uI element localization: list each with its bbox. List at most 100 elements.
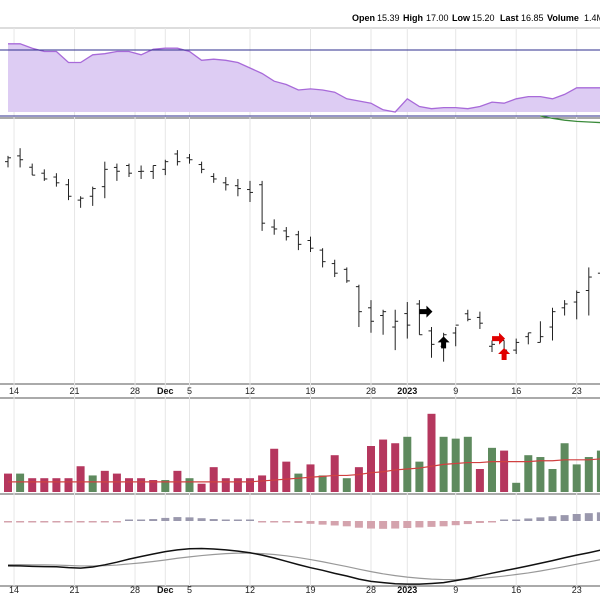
signal-markers (419, 305, 511, 360)
volume-bar-1 (16, 473, 25, 492)
macd-hist-bar-12 (149, 519, 158, 521)
macd-hist-bar-23 (282, 521, 291, 523)
macd-hist-bar-26 (318, 521, 327, 525)
panel-frames (0, 27, 600, 587)
ohlc-bar-34 (416, 300, 423, 336)
volume-bar-37 (451, 438, 460, 492)
volume-bar-39 (475, 469, 484, 492)
volume-bar-25 (306, 464, 315, 492)
volume-bar-27 (330, 455, 339, 492)
high-label: High (403, 13, 423, 23)
ohlc-bar-14 (174, 150, 181, 166)
x-axis-labels: 14 21 28 Dec 5 12 19 28 2023 9 16 23 14 21 28 Dec 5 12 19 2… (9, 386, 582, 595)
x-tick-label-0-0: 14 (9, 386, 19, 396)
volume-bar-35 (427, 413, 436, 492)
macd-panel (4, 512, 600, 585)
ohlc-bar-8 (101, 161, 108, 199)
x-tick-label-1-10: 16 (511, 585, 521, 595)
x-tick-label-1-9: 9 (453, 585, 458, 595)
macd-hist-bar-42 (512, 519, 521, 521)
macd-hist-bar-48 (584, 513, 593, 521)
ohlc-bar-13 (162, 159, 169, 176)
ohlc-bar-7 (89, 186, 96, 206)
macd-hist-bar-32 (391, 521, 400, 529)
volume-value: 1.4M (584, 13, 600, 23)
volume-bar-47 (572, 464, 581, 492)
ohlc-bar-26 (319, 248, 326, 268)
x-tick-label-1-0: 14 (9, 585, 19, 595)
volume-bar-30 (367, 446, 375, 492)
volume-bar-33 (403, 436, 412, 492)
volume-label: Volume (547, 13, 579, 23)
low-label: Low (452, 13, 471, 23)
volume-bar-22 (270, 448, 279, 492)
open-label: Open (352, 13, 375, 23)
macd-hist-bar-29 (354, 521, 363, 528)
volume-bar-44 (536, 457, 545, 492)
volume-bar-40 (488, 447, 496, 492)
ohlc-bar-5 (65, 178, 72, 201)
ohlc-bar-23 (283, 227, 290, 241)
volume-bar-15 (185, 478, 194, 492)
signal-line (8, 552, 600, 581)
ohlc-bar-38 (464, 309, 471, 322)
macd-hist-bar-21 (258, 521, 267, 523)
ohlc-bar-35 (428, 327, 435, 358)
macd-hist-bar-5 (64, 521, 73, 523)
macd-hist-bar-49 (596, 512, 600, 521)
up-arrow-marker-3 (498, 347, 511, 360)
macd-hist-bar-46 (560, 515, 569, 521)
ohlc-bar-6 (77, 196, 84, 208)
macd-hist-bar-4 (52, 521, 61, 523)
ohlc-bar-42 (513, 338, 520, 354)
volume-bar-5 (64, 478, 73, 492)
ohlc-bar-0 (5, 155, 11, 168)
macd-hist-bar-43 (524, 518, 533, 521)
right-arrow-marker-0 (419, 305, 433, 318)
volume-bar-9 (112, 473, 121, 492)
price-panel (5, 148, 600, 362)
rs-area-fill (8, 43, 600, 112)
macd-hist-bar-28 (342, 521, 351, 527)
macd-hist-bar-25 (306, 521, 315, 524)
volume-panel (4, 413, 600, 492)
x-tick-label-1-8: 2023 (397, 585, 417, 595)
x-tick-label-0-7: 28 (366, 386, 376, 396)
ohlc-bar-30 (368, 300, 374, 333)
volume-bar-38 (463, 436, 472, 492)
volume-bar-6 (76, 466, 85, 492)
ohlc-bar-47 (573, 290, 580, 320)
ohlc-bar-28 (343, 267, 350, 283)
macd-hist-bar-20 (246, 519, 254, 521)
macd-hist-bar-8 (100, 521, 109, 523)
ohlc-bar-11 (138, 165, 145, 179)
macd-hist-bar-33 (403, 521, 412, 528)
volume-bar-10 (125, 478, 133, 492)
volume-bar-32 (391, 443, 400, 492)
ohlc-bar-31 (380, 309, 387, 335)
x-tick-label-0-2: 28 (130, 386, 140, 396)
volume-bar-23 (282, 461, 291, 492)
last-value: 16.85 (521, 13, 544, 23)
volume-bar-13 (161, 480, 170, 492)
volume-bar-42 (512, 482, 521, 492)
volume-bar-7 (88, 475, 97, 492)
macd-hist-bar-2 (28, 521, 37, 523)
rs-overlay-line (540, 115, 600, 124)
volume-bar-3 (40, 478, 49, 492)
x-tick-label-1-7: 28 (366, 585, 376, 595)
last-label: Last (500, 13, 519, 23)
volume-bar-43 (524, 455, 533, 492)
volume-bar-18 (221, 478, 230, 492)
macd-hist-bar-17 (209, 519, 218, 521)
ohlc-bar-17 (210, 173, 217, 183)
ohlc-bar-3 (41, 169, 48, 181)
macd-hist-bar-31 (379, 521, 388, 529)
volume-bar-12 (149, 480, 158, 492)
volume-bar-29 (354, 467, 363, 492)
ohlc-bar-18 (222, 177, 229, 191)
x-tick-label-1-6: 19 (305, 585, 315, 595)
x-tick-label-0-6: 19 (305, 386, 315, 396)
